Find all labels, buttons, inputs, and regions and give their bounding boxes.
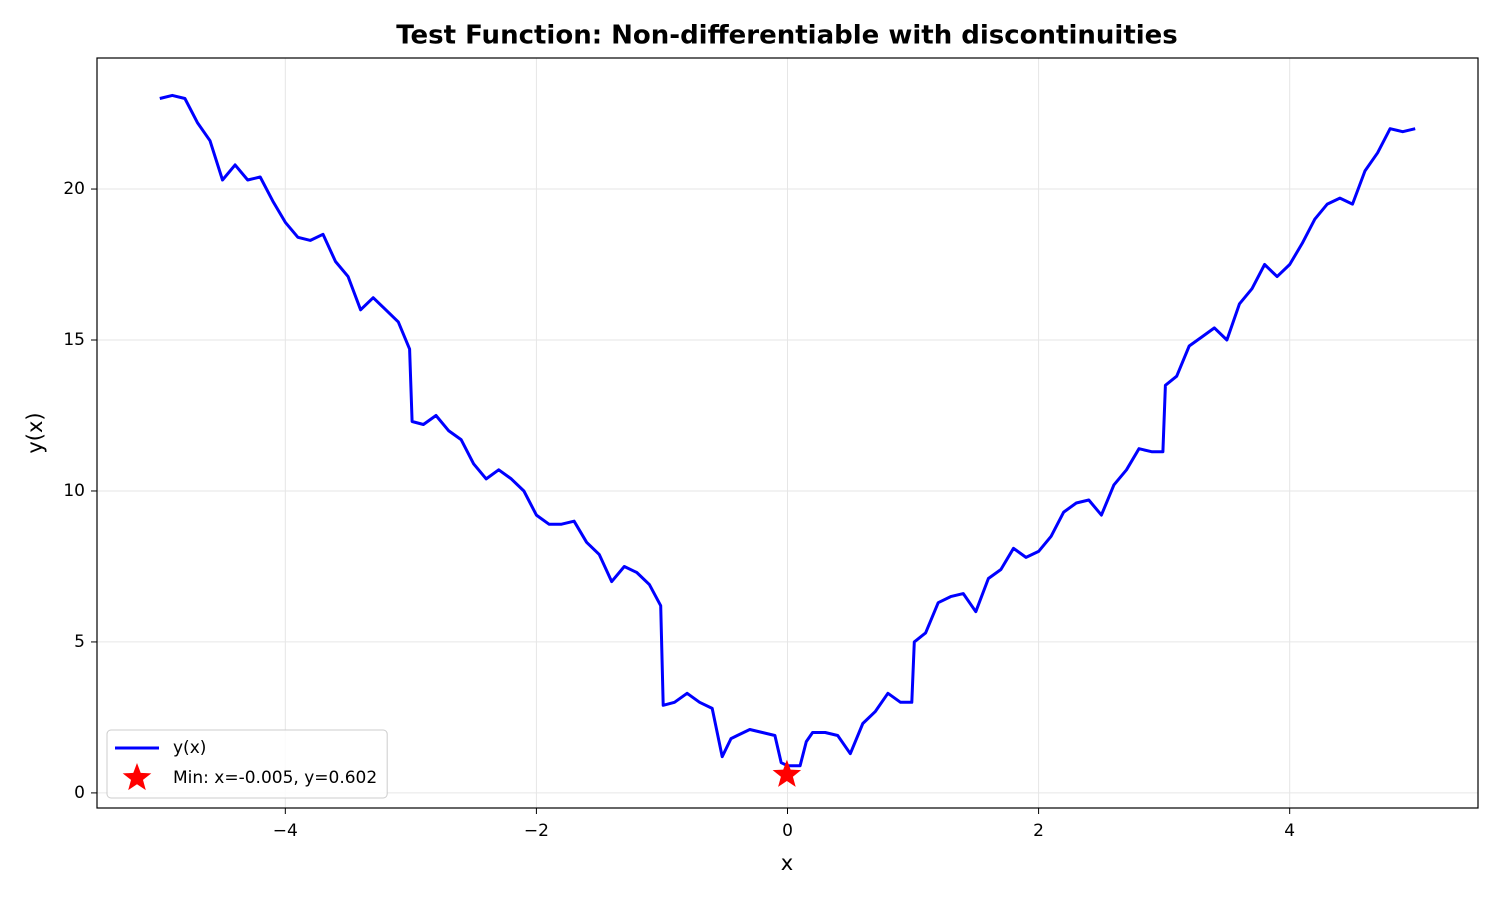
data-line (159, 93, 1416, 768)
y-tick-label: 20 (63, 179, 85, 199)
chart-title: Test Function: Non-differentiable with d… (396, 21, 1178, 51)
legend: y(x) Min: x=-0.005, y=0.602 (106, 729, 388, 799)
x-tick-label: 2 (1033, 821, 1044, 841)
x-tick-label: −4 (273, 821, 298, 841)
x-tick-label: −2 (524, 821, 549, 841)
y-tick-label: 15 (63, 330, 85, 350)
plot-frame (96, 57, 1479, 809)
legend-label: y(x) (173, 738, 206, 758)
legend-star (122, 763, 152, 791)
y-tick-label: 0 (74, 783, 85, 803)
y-axis-label: y(x) (23, 412, 47, 453)
y-tick-label: 5 (74, 632, 85, 652)
y-tick-label: 10 (63, 481, 85, 501)
x-tick-label: 4 (1284, 821, 1295, 841)
min-marker (772, 759, 802, 787)
legend-box (106, 729, 388, 799)
legend-label: Min: x=-0.005, y=0.602 (173, 768, 377, 788)
x-tick-label: 0 (782, 821, 793, 841)
x-axis-label: x (781, 851, 793, 875)
